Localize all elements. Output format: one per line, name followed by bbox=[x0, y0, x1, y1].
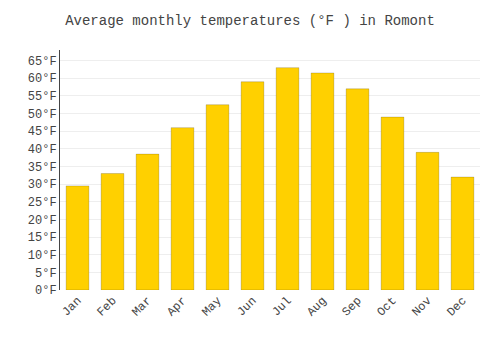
svg-text:Oct: Oct bbox=[374, 294, 399, 319]
svg-text:Jul: Jul bbox=[269, 294, 294, 319]
svg-text:55°F: 55°F bbox=[28, 90, 57, 104]
svg-text:35°F: 35°F bbox=[28, 161, 57, 175]
svg-text:50°F: 50°F bbox=[28, 108, 57, 122]
svg-text:5°F: 5°F bbox=[35, 267, 57, 281]
svg-text:Jan: Jan bbox=[59, 294, 84, 319]
svg-text:25°F: 25°F bbox=[28, 196, 57, 210]
svg-text:Apr: Apr bbox=[164, 294, 189, 319]
svg-text:May: May bbox=[199, 294, 224, 319]
svg-text:15°F: 15°F bbox=[28, 231, 57, 245]
svg-text:Sep: Sep bbox=[339, 294, 364, 319]
svg-text:60°F: 60°F bbox=[28, 72, 57, 86]
svg-text:Average monthly temperatures (: Average monthly temperatures (°F ) in Ro… bbox=[65, 13, 435, 29]
svg-text:Nov: Nov bbox=[409, 294, 434, 319]
svg-text:Dec: Dec bbox=[444, 294, 469, 319]
svg-text:20°F: 20°F bbox=[28, 214, 57, 228]
svg-text:40°F: 40°F bbox=[28, 143, 57, 157]
svg-text:Mar: Mar bbox=[129, 294, 154, 319]
svg-text:Jun: Jun bbox=[234, 294, 259, 319]
svg-text:65°F: 65°F bbox=[28, 55, 57, 69]
svg-text:45°F: 45°F bbox=[28, 125, 57, 139]
svg-text:0°F: 0°F bbox=[35, 284, 57, 298]
svg-text:10°F: 10°F bbox=[28, 249, 57, 263]
svg-text:Aug: Aug bbox=[304, 294, 329, 319]
svg-text:30°F: 30°F bbox=[28, 178, 57, 192]
svg-text:Feb: Feb bbox=[94, 294, 119, 319]
